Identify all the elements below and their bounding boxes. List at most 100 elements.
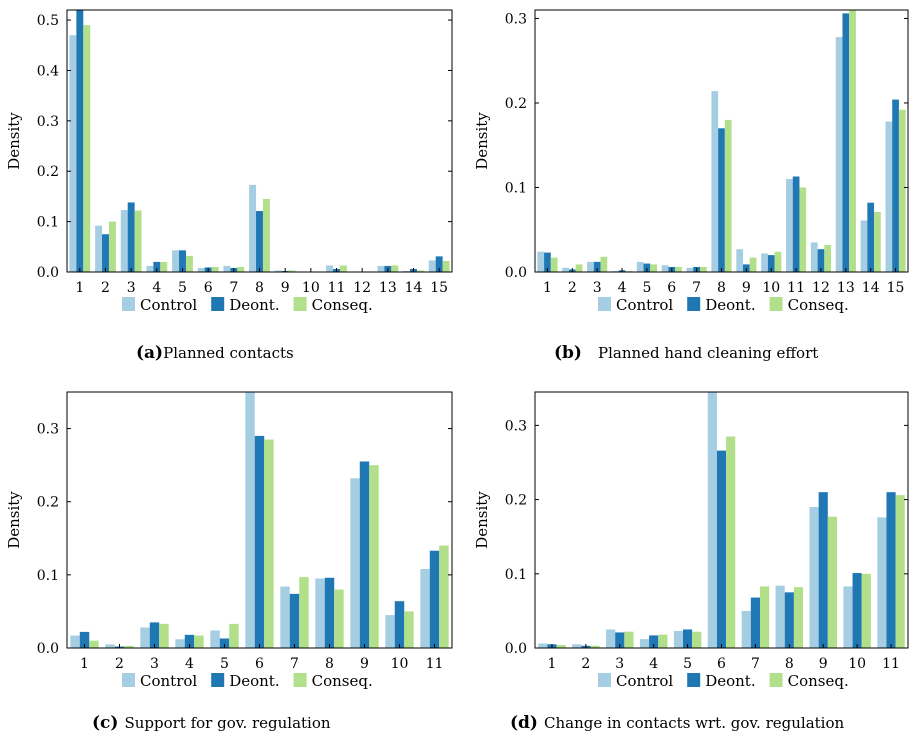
- ytick-label-d-2: 0.2: [505, 493, 527, 509]
- bar-b-deont-10: [767, 255, 775, 272]
- xtick-label-c-1: 1: [80, 656, 89, 672]
- bar-a-control-9: [274, 270, 282, 272]
- bar-chart-c: 0.0 0.1 0.2 0.3 1 2 3 4 5 6 7 8 9 10 11 Density Control D…: [5, 391, 453, 690]
- bar-d-conseq-10: [861, 573, 871, 648]
- bar-c-control-7: [280, 586, 290, 648]
- bar-a-deont-15: [435, 256, 443, 272]
- xtick-label-c-8: 8: [325, 656, 334, 672]
- bar-d-control-5: [673, 630, 684, 648]
- ytick-label-a-3: 0.3: [37, 114, 59, 130]
- bar-chart-b: 0.00.10.20.31 2 3 4 5 6 7 8 9 10 11 12 13 14 15Density…: [473, 9, 909, 314]
- legend-label-d-deont: Deont.: [705, 672, 755, 690]
- legend-label-a-deont: Deont.: [229, 296, 279, 314]
- bar-d-deont-3: [615, 632, 625, 648]
- xtick-label-a-8: 8: [255, 280, 264, 296]
- bar-b-control-11: [786, 179, 793, 272]
- bar-c-deont-3: [149, 622, 160, 648]
- bar-a-control-13: [377, 265, 385, 272]
- xtick-label-d-5: 5: [683, 656, 692, 672]
- bar-b-control-7: [686, 267, 694, 272]
- xtick-label-c-7: 7: [290, 656, 299, 672]
- bar-b-conseq-11: [799, 187, 807, 272]
- bar-b-control-14: [860, 220, 868, 272]
- bar-a-conseq-3: [134, 210, 142, 272]
- ytick-label-d-1: 0.1: [505, 567, 527, 583]
- xtick-label-c-2: 2: [115, 656, 124, 672]
- xtick-label-a-5: 5: [178, 280, 187, 296]
- bar-c-control-11: [420, 569, 430, 648]
- bar-a-control-8: [249, 184, 257, 272]
- bar-a-deont-1: [76, 10, 84, 272]
- bar-c-conseq-1: [89, 640, 99, 648]
- xtick-label-d-2: 2: [581, 656, 590, 672]
- bar-a-conseq-8: [262, 198, 270, 272]
- bar-d-conseq-7: [759, 586, 770, 648]
- ytick-label-b-2: 0.2: [505, 96, 527, 112]
- legend-label-c-conseq: Conseq.: [312, 672, 373, 690]
- xtick-label-d-9: 9: [819, 656, 828, 672]
- bar-b-deont-1: [544, 252, 551, 272]
- caption-text-d: Change in contacts wrt. gov. regulation: [543, 714, 845, 732]
- bar-b-conseq-12: [824, 244, 832, 272]
- bar-c-deont-11: [429, 550, 440, 648]
- bar-c-deont-8: [324, 577, 335, 648]
- bar-d-conseq-8: [793, 587, 804, 648]
- xtick-label-a-6: 6: [204, 280, 213, 296]
- xtick-label-c-3: 3: [150, 656, 159, 672]
- xtick-label-a-9: 9: [281, 280, 290, 296]
- caption-label-d: (d): [510, 713, 538, 733]
- xtick-label-c-6: 6: [255, 656, 264, 672]
- legend-swatch-d-control: [598, 673, 611, 687]
- ylabel-c: Density: [5, 491, 23, 549]
- ytick-label-a-2: 0.2: [37, 164, 59, 180]
- bar-a-control-14: [403, 270, 411, 272]
- bar-d-control-6: [707, 392, 717, 648]
- ylabel-b: Density: [473, 112, 491, 170]
- bar-b-conseq-13: [849, 10, 856, 272]
- bar-a-deont-4: [153, 261, 161, 272]
- bar-c-deont-7: [289, 593, 300, 648]
- xtick-label-d-6: 6: [717, 656, 726, 672]
- bar-c-conseq-11: [439, 545, 449, 648]
- bar-d-control-2: [572, 644, 582, 648]
- xtick-label-c-5: 5: [220, 656, 229, 672]
- xtick-label-d-1: 1: [547, 656, 556, 672]
- bar-a-control-6: [197, 267, 205, 272]
- bar-b-control-2: [562, 267, 569, 272]
- bar-a-deont-5: [179, 250, 186, 272]
- ytick-label-b-0: 0.0: [505, 265, 527, 281]
- xtick-label-d-4: 4: [649, 656, 658, 672]
- chart-panel-a: 0.0 0.1 0.2 0.3 0.4 0.5 1 2 3 4 5 6 7 8 9 10 11 12 13 14 15 D…: [0, 0, 456, 335]
- bar-c-deont-10: [394, 601, 405, 648]
- ylabel-a: Density: [5, 112, 23, 170]
- caption-text-c: Support for gov. regulation: [124, 714, 331, 732]
- xtick-label-d-10: 10: [848, 656, 866, 672]
- bar-c-control-10: [385, 615, 395, 648]
- bar-c-control-4: [175, 639, 185, 648]
- caption-label-a: (a): [136, 343, 164, 363]
- xtick-label-b-2: 2: [568, 280, 577, 296]
- legend-swatch-c-conseq: [293, 673, 307, 687]
- bar-c-conseq-5: [229, 623, 239, 648]
- bar-c-deont-9: [359, 461, 370, 648]
- ytick-label-a-4: 0.4: [37, 63, 59, 79]
- xtick-label-a-12: 12: [353, 280, 371, 296]
- legend-label-b-deont: Deont.: [705, 296, 755, 314]
- legend-label-d-control: Control: [616, 672, 673, 690]
- caption-label-c: (c): [92, 713, 119, 733]
- bar-a-conseq-15: [442, 260, 450, 272]
- bar-a-deont-3: [127, 202, 135, 272]
- ytick-label-a-1: 0.1: [37, 215, 59, 231]
- bar-a-control-11: [326, 265, 334, 272]
- bar-b-control-3: [587, 261, 594, 272]
- bar-a-control-7: [223, 265, 231, 272]
- xtick-label-b-7: 7: [692, 280, 701, 296]
- bar-d-conseq-11: [895, 495, 905, 648]
- bar-c-conseq-3: [159, 623, 169, 648]
- bar-c-conseq-7: [299, 577, 309, 648]
- chart-panel-d: 0.0 0.1 0.2 0.3 1 2 3 4 5 6 7 8 9 10 11 Density Control D…: [456, 382, 913, 700]
- bar-b-conseq-6: [675, 266, 682, 272]
- bar-a-control-3: [120, 210, 128, 272]
- bar-a-conseq-13: [391, 265, 399, 272]
- bar-c-conseq-9: [369, 465, 379, 648]
